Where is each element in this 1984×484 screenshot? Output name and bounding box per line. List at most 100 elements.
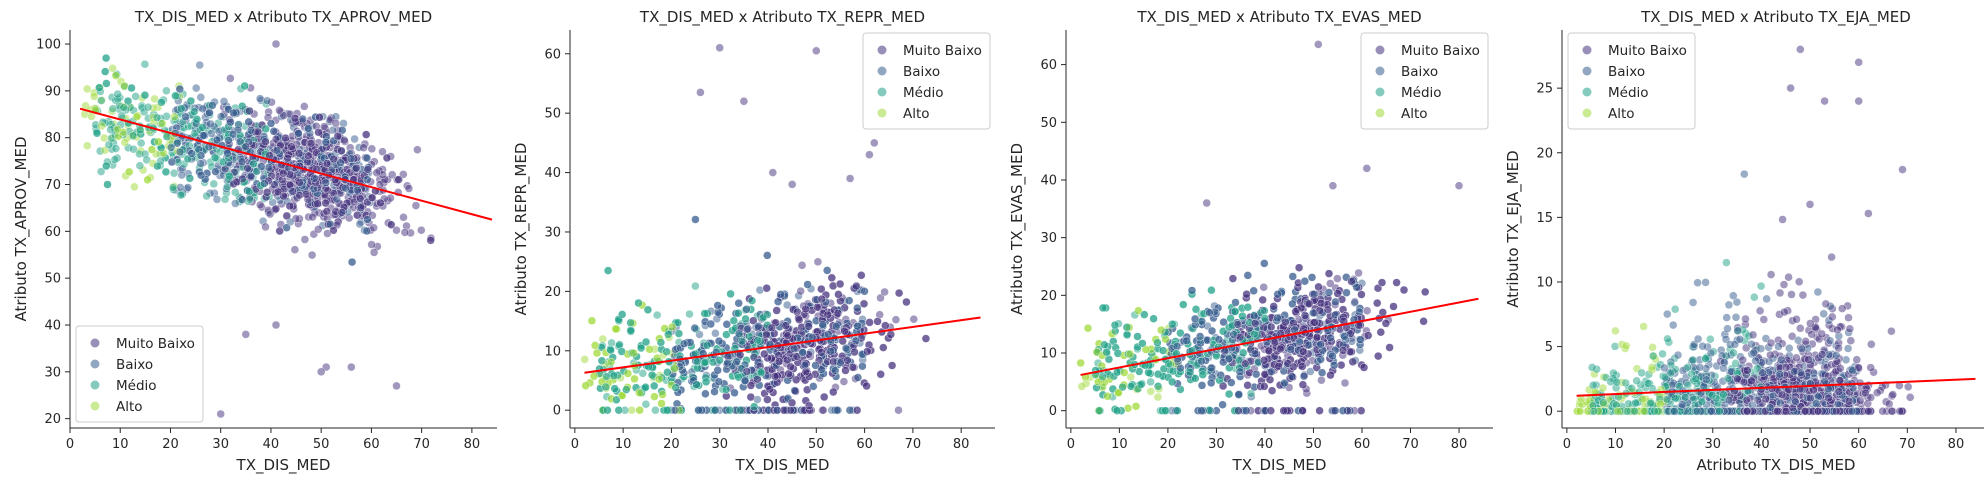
- point-muito-baixo: [322, 159, 332, 168]
- point-baixo: [732, 357, 741, 366]
- x-tick-label: 40: [760, 437, 777, 452]
- point-baixo: [694, 406, 703, 415]
- point-baixo: [1819, 309, 1828, 318]
- point-baixo: [1324, 288, 1334, 297]
- point-medio: [210, 153, 220, 162]
- point-baixo: [363, 175, 372, 184]
- point-alto: [124, 167, 134, 177]
- point-muito-baixo: [1270, 338, 1280, 347]
- point-medio: [1149, 314, 1158, 323]
- point-muito-baixo: [850, 347, 859, 357]
- point-baixo: [208, 101, 217, 110]
- point-baixo: [713, 366, 722, 375]
- point-muito-baixo: [1333, 289, 1342, 298]
- point-muito-baixo: [340, 135, 349, 145]
- point-alto: [630, 374, 639, 384]
- legend-label-medio: Médio: [1401, 85, 1442, 101]
- point-alto: [1161, 335, 1170, 344]
- point-medio: [758, 313, 768, 322]
- point-muito-baixo: [873, 317, 882, 326]
- point-medio: [1133, 332, 1142, 341]
- point-muito-baixo: [388, 170, 397, 179]
- point-baixo: [763, 251, 772, 260]
- point-muito-baixo: [792, 375, 801, 384]
- point-muito-baixo: [1315, 406, 1324, 415]
- point-baixo: [1355, 307, 1364, 317]
- point-muito-baixo: [763, 395, 772, 404]
- legend-box: [75, 325, 204, 423]
- point-alto: [653, 353, 662, 363]
- point-baixo: [713, 301, 722, 310]
- point-outlier: [715, 43, 724, 52]
- chart-title: TX_DIS_MED x Atributo TX_EVAS_MED: [1136, 8, 1421, 27]
- point-muito-baixo: [823, 310, 832, 320]
- point-baixo: [853, 303, 862, 313]
- point-medio: [1102, 348, 1111, 357]
- point-muito-baixo: [817, 284, 826, 294]
- point-medio: [721, 385, 731, 394]
- point-muito-baixo: [879, 343, 888, 352]
- y-axis-label: Atributo TX_REPR_MED: [512, 143, 531, 316]
- point-baixo: [332, 194, 341, 204]
- chart-title: TX_DIS_MED x Atributo TX_REPR_MED: [639, 8, 925, 27]
- point-medio: [153, 161, 162, 171]
- point-medio: [663, 368, 672, 377]
- point-baixo: [237, 195, 247, 204]
- point-baixo: [1307, 273, 1317, 282]
- legend-label-muito-baixo: Muito Baixo: [903, 43, 982, 59]
- legend-label-medio: Médio: [903, 85, 944, 101]
- point-baixo: [244, 117, 253, 127]
- point-baixo: [212, 135, 222, 145]
- point-baixo: [175, 147, 185, 157]
- point-outlier: [1202, 198, 1211, 208]
- point-medio: [606, 346, 615, 355]
- point-medio: [601, 382, 610, 392]
- point-muito-baixo: [304, 151, 313, 161]
- legend-marker-alto: [877, 108, 887, 118]
- point-baixo: [818, 320, 827, 329]
- point-medio: [1153, 382, 1163, 391]
- point-outlier: [1328, 181, 1338, 190]
- point-medio: [140, 90, 150, 100]
- point-medio: [1146, 377, 1155, 387]
- point-muito-baixo: [774, 357, 784, 366]
- point-baixo: [235, 137, 245, 146]
- point-baixo: [177, 170, 187, 180]
- point-medio: [656, 338, 666, 347]
- point-muito-baixo: [399, 213, 408, 222]
- point-baixo: [1329, 361, 1339, 370]
- point-medio: [701, 377, 711, 386]
- point-muito-baixo: [288, 187, 297, 196]
- point-muito-baixo: [356, 203, 366, 212]
- point-muito-baixo: [827, 273, 836, 282]
- x-tick-label: 0: [66, 437, 74, 452]
- point-muito-baixo: [275, 106, 284, 115]
- point-medio: [674, 329, 684, 338]
- point-muito-baixo: [1903, 382, 1913, 391]
- point-muito-baixo: [1266, 322, 1276, 332]
- point-medio: [700, 309, 709, 318]
- point-muito-baixo: [909, 315, 918, 324]
- y-tick-label: 0: [553, 404, 561, 419]
- point-medio: [1136, 380, 1146, 389]
- point-baixo: [346, 154, 356, 163]
- point-medio: [1098, 303, 1108, 313]
- point-alto: [132, 112, 141, 122]
- point-muito-baixo: [881, 321, 890, 330]
- point-baixo: [742, 325, 752, 334]
- point-medio: [135, 161, 145, 170]
- point-muito-baixo: [1359, 363, 1369, 372]
- point-muito-baixo: [749, 316, 758, 325]
- point-medio: [1098, 372, 1107, 382]
- point-baixo: [196, 159, 205, 168]
- point-alto: [592, 348, 602, 358]
- point-muito-baixo: [894, 406, 903, 415]
- legend-label-alto: Alto: [116, 399, 143, 415]
- point-muito-baixo: [1298, 380, 1308, 389]
- point-muito-baixo: [795, 315, 804, 324]
- point-muito-baixo: [1281, 317, 1290, 327]
- point-baixo: [701, 389, 710, 398]
- point-medio: [1113, 349, 1123, 358]
- point-baixo: [1214, 335, 1224, 344]
- point-baixo: [1740, 169, 1749, 179]
